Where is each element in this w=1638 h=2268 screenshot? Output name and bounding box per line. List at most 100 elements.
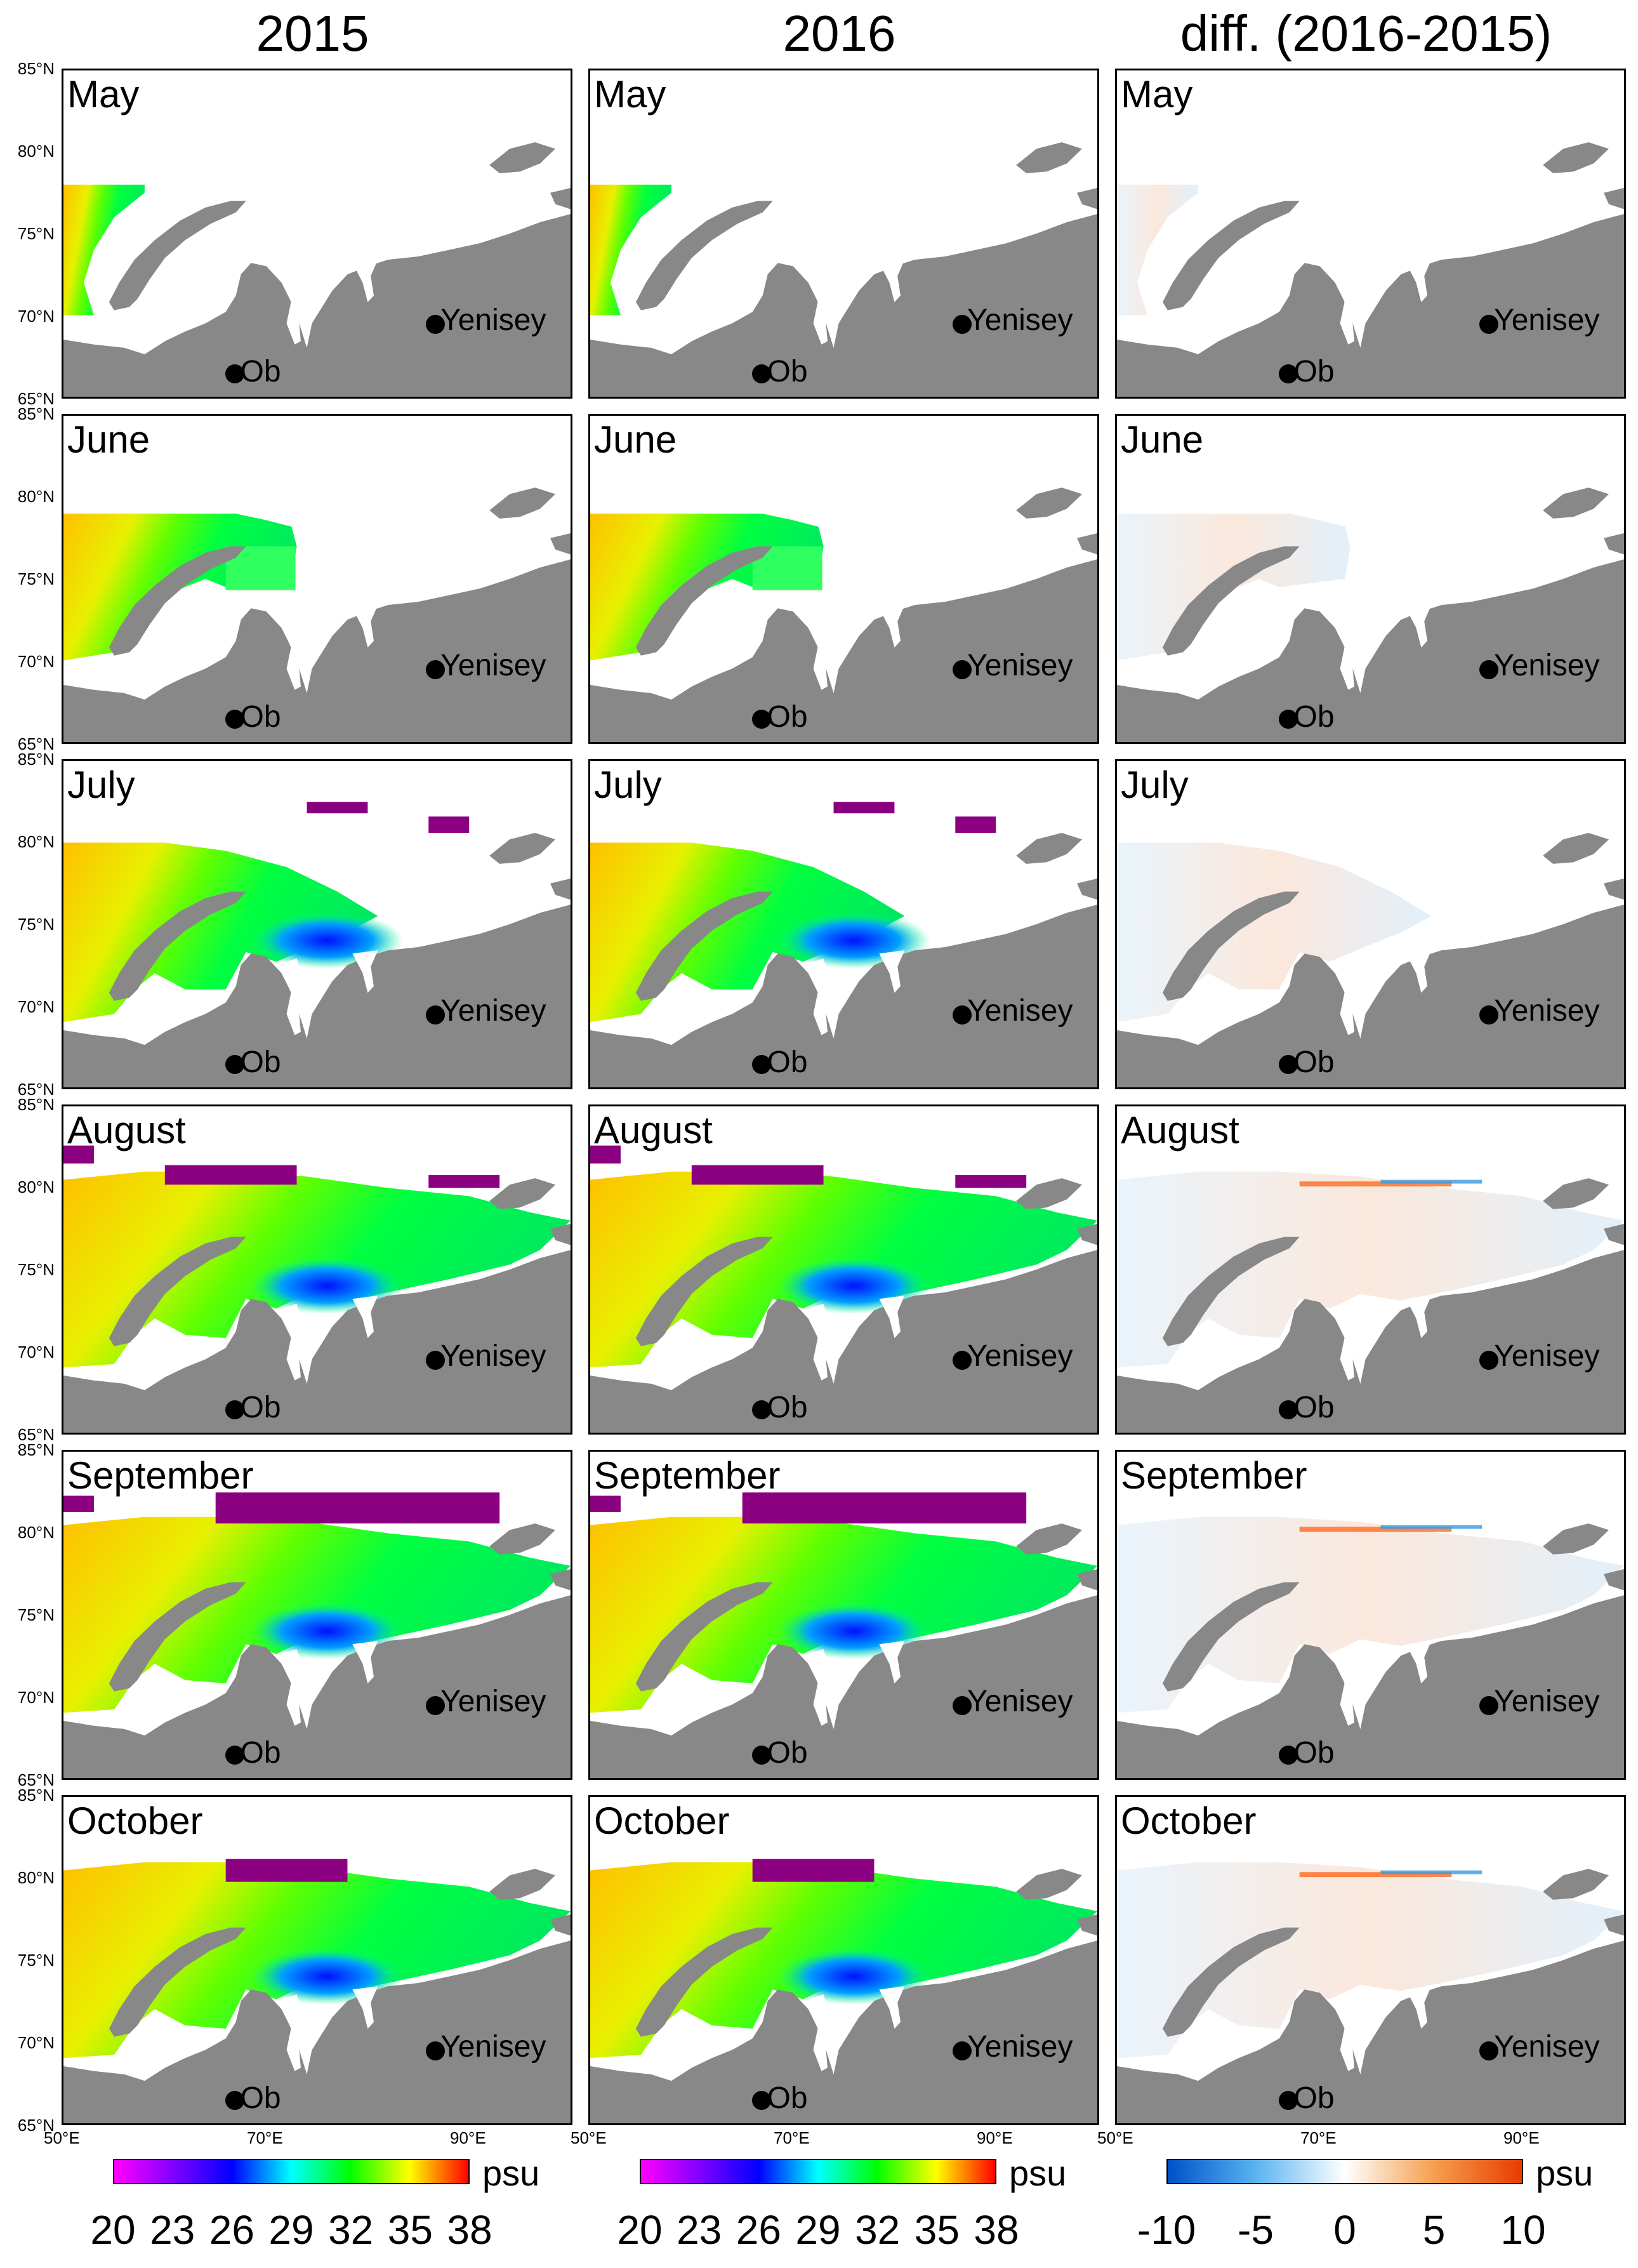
yenisey-marker: [1479, 660, 1499, 680]
ob-marker: [752, 1055, 772, 1075]
land-mainland: [63, 905, 571, 1087]
colorbar-tick-label: 23: [150, 2207, 195, 2253]
ob-label: Ob: [240, 354, 281, 388]
land-taimyr: [1604, 1569, 1624, 1591]
ob-label: Ob: [1293, 1390, 1335, 1424]
land-taimyr: [1604, 533, 1624, 555]
yenisey-label: Yenisey: [440, 1685, 546, 1719]
ob-label: Ob: [1293, 2081, 1335, 2115]
yenisey-label: Yenisey: [967, 994, 1073, 1028]
lat-label: 85°N: [17, 1095, 55, 1114]
column-title-2015: 2015: [256, 5, 369, 62]
land-novaya-zemlya: [1162, 1582, 1300, 1692]
ob-label: Ob: [767, 1390, 808, 1424]
colorbar-tick-label: 29: [268, 2207, 314, 2253]
land-mainland: [590, 1595, 1097, 1778]
land-mainland: [63, 1595, 571, 1778]
ob-marker: [225, 1400, 245, 1420]
yenisei-gulf: [352, 1986, 378, 2029]
map-canvas: [590, 487, 1097, 742]
lat-label: 75°N: [17, 1605, 55, 1624]
map-canvas: [1117, 833, 1624, 1087]
ice-edge-strip: [63, 1145, 94, 1164]
colorbar-tick-label: -10: [1137, 2207, 1196, 2253]
map-canvas: [63, 142, 571, 397]
ob-marker: [752, 1400, 772, 1420]
yenisey-label: Yenisey: [1494, 303, 1600, 338]
ob-label: Ob: [767, 1045, 808, 1079]
lat-label: 70°N: [17, 2033, 55, 2052]
colorbar-2015: [113, 2159, 470, 2184]
diff-anomaly: [1299, 1527, 1452, 1532]
sea-field: [1117, 1171, 1624, 1368]
land-novaya-zemlya: [635, 546, 773, 656]
map-panel-diff-june: June Ob Yenisey: [1115, 414, 1626, 744]
ice-edge-strip: [307, 802, 368, 814]
land-severnaya-zemlya: [489, 487, 556, 519]
lon-label: 70°E: [774, 2128, 810, 2147]
yenisey-label: Yenisey: [440, 2030, 546, 2064]
ice-edge-strip: [225, 1859, 348, 1882]
map-canvas: [63, 802, 571, 1087]
land-taimyr: [550, 879, 571, 900]
lat-label: 75°N: [17, 1260, 55, 1279]
yenisey-label: Yenisey: [967, 1339, 1073, 1374]
ob-marker: [1279, 1746, 1298, 1765]
land-taimyr: [1077, 188, 1097, 209]
gulf-of-ob: [808, 1994, 832, 2071]
ob-label: Ob: [767, 1735, 808, 1770]
map-canvas: [1117, 1171, 1624, 1433]
month-label: August: [1121, 1109, 1239, 1151]
lon-label: 90°E: [1503, 2128, 1540, 2147]
ice-edge-strip: [955, 816, 996, 833]
gulf-of-ob: [281, 1994, 305, 2071]
ob-marker: [225, 710, 245, 729]
lon-label: 50°E: [44, 2128, 80, 2147]
yenisey-marker: [426, 315, 446, 335]
yenisey-marker: [1479, 315, 1499, 335]
month-label: June: [594, 418, 677, 461]
yenisey-marker: [1479, 2041, 1499, 2061]
map-canvas: [1117, 1516, 1624, 1778]
lon-label: 90°E: [977, 2128, 1013, 2147]
colorbar-tick-label: 38: [447, 2207, 492, 2253]
map-panel-diff-september: September Ob Yenisey: [1115, 1450, 1626, 1780]
yenisei-gulf: [352, 1641, 378, 1683]
land-novaya-zemlya: [109, 1582, 246, 1692]
lat-label: 75°N: [17, 224, 55, 243]
lat-label: 65°N: [17, 2116, 55, 2135]
yenisey-marker: [953, 2041, 972, 2061]
colorbar-diff: [1166, 2159, 1523, 2184]
map-panel-2016-september: September Ob Yenisey: [588, 1450, 1099, 1780]
land-novaya-zemlya: [635, 1237, 773, 1346]
land-severnaya-zemlya: [489, 1178, 556, 1209]
land-severnaya-zemlya: [1543, 487, 1609, 519]
yenisey-marker: [426, 660, 446, 680]
land-mainland: [590, 559, 1097, 742]
land-taimyr: [1077, 1569, 1097, 1591]
ob-label: Ob: [240, 2081, 281, 2115]
ob-label: Ob: [767, 700, 808, 734]
land-severnaya-zemlya: [1016, 487, 1083, 519]
month-label: October: [594, 1800, 730, 1842]
colorbar-tick-label: 20: [90, 2207, 136, 2253]
yenisei-gulf: [352, 950, 378, 993]
ice-edge-strip: [691, 1165, 824, 1185]
land-mainland: [63, 1250, 571, 1433]
ice-edge-strip: [752, 1859, 875, 1882]
land-mainland: [1117, 214, 1624, 397]
land-mainland: [590, 1940, 1097, 2123]
sea-field: [1117, 1516, 1624, 1713]
land-severnaya-zemlya: [489, 142, 556, 173]
land-severnaya-zemlya: [1543, 142, 1609, 173]
sea-field: [1117, 184, 1198, 315]
yenisey-marker: [426, 1005, 446, 1025]
yenisey-marker: [1479, 1351, 1499, 1370]
land-novaya-zemlya: [1162, 201, 1300, 310]
gulf-of-ob: [808, 1648, 832, 1726]
yenisey-label: Yenisey: [967, 2030, 1073, 2064]
ob-label: Ob: [240, 1735, 281, 1770]
month-label: July: [1121, 764, 1189, 806]
land-mainland: [590, 1250, 1097, 1433]
land-taimyr: [550, 188, 571, 209]
